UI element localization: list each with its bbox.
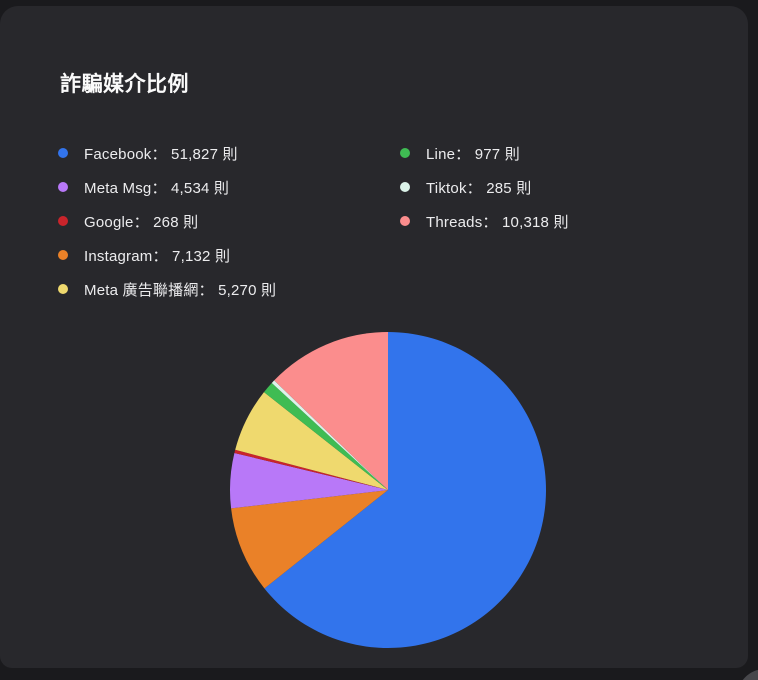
legend-color-dot bbox=[400, 182, 410, 192]
legend-color-dot bbox=[400, 216, 410, 226]
pie-slice-instagram[interactable] bbox=[231, 490, 388, 589]
legend-label: Instagram： 7,132 則 bbox=[84, 247, 231, 265]
legend-label: Google： 268 則 bbox=[84, 213, 199, 231]
chart-legend: Facebook： 51,827 則 Meta Msg： 4,534 則 Googl… bbox=[58, 136, 569, 306]
legend-color-dot bbox=[400, 148, 410, 158]
legend-item-line[interactable]: Line： 977 則 bbox=[400, 136, 569, 170]
pie-chart[interactable] bbox=[228, 330, 548, 650]
legend-label: Threads： 10,318 則 bbox=[426, 213, 569, 231]
legend-item-instagram[interactable]: Instagram： 7,132 則 bbox=[58, 238, 400, 272]
chart-card: 詐騙媒介比例 Facebook： 51,827 則 Meta Msg： 4,534… bbox=[0, 6, 748, 668]
legend-item-threads[interactable]: Threads： 10,318 則 bbox=[400, 204, 569, 238]
legend-color-dot bbox=[58, 284, 68, 294]
pie-slice-line[interactable] bbox=[263, 382, 388, 490]
legend-item-meta-廣告聯播網[interactable]: Meta 廣告聯播網： 5,270 則 bbox=[58, 272, 400, 306]
pie-slice-google[interactable] bbox=[234, 449, 388, 490]
legend-label: Facebook： 51,827 則 bbox=[84, 145, 238, 163]
pie-slice-meta-msg[interactable] bbox=[230, 452, 388, 509]
legend-column-right: Line： 977 則 Tiktok： 285 則 Threads： 10,318 … bbox=[400, 136, 569, 306]
legend-label: Tiktok： 285 則 bbox=[426, 179, 532, 197]
legend-color-dot bbox=[58, 182, 68, 192]
chart-title: 詐騙媒介比例 bbox=[60, 73, 189, 96]
pie-slice-facebook[interactable] bbox=[264, 332, 547, 648]
legend-color-dot bbox=[58, 250, 68, 260]
legend-label: Meta Msg： 4,534 則 bbox=[84, 179, 230, 197]
legend-color-dot bbox=[58, 148, 68, 158]
legend-item-tiktok[interactable]: Tiktok： 285 則 bbox=[400, 170, 569, 204]
legend-item-meta-msg[interactable]: Meta Msg： 4,534 則 bbox=[58, 170, 400, 204]
legend-column-left: Facebook： 51,827 則 Meta Msg： 4,534 則 Googl… bbox=[58, 136, 400, 306]
pie-slice-threads[interactable] bbox=[274, 332, 388, 490]
floating-action-button-partial[interactable] bbox=[737, 669, 758, 680]
legend-label: Meta 廣告聯播網： 5,270 則 bbox=[84, 281, 277, 299]
legend-item-google[interactable]: Google： 268 則 bbox=[58, 204, 400, 238]
legend-color-dot bbox=[58, 216, 68, 226]
legend-label: Line： 977 則 bbox=[426, 145, 520, 163]
legend-item-facebook[interactable]: Facebook： 51,827 則 bbox=[58, 136, 400, 170]
pie-slice-meta-廣告聯播網[interactable] bbox=[235, 392, 388, 490]
pie-slice-tiktok[interactable] bbox=[271, 380, 388, 490]
